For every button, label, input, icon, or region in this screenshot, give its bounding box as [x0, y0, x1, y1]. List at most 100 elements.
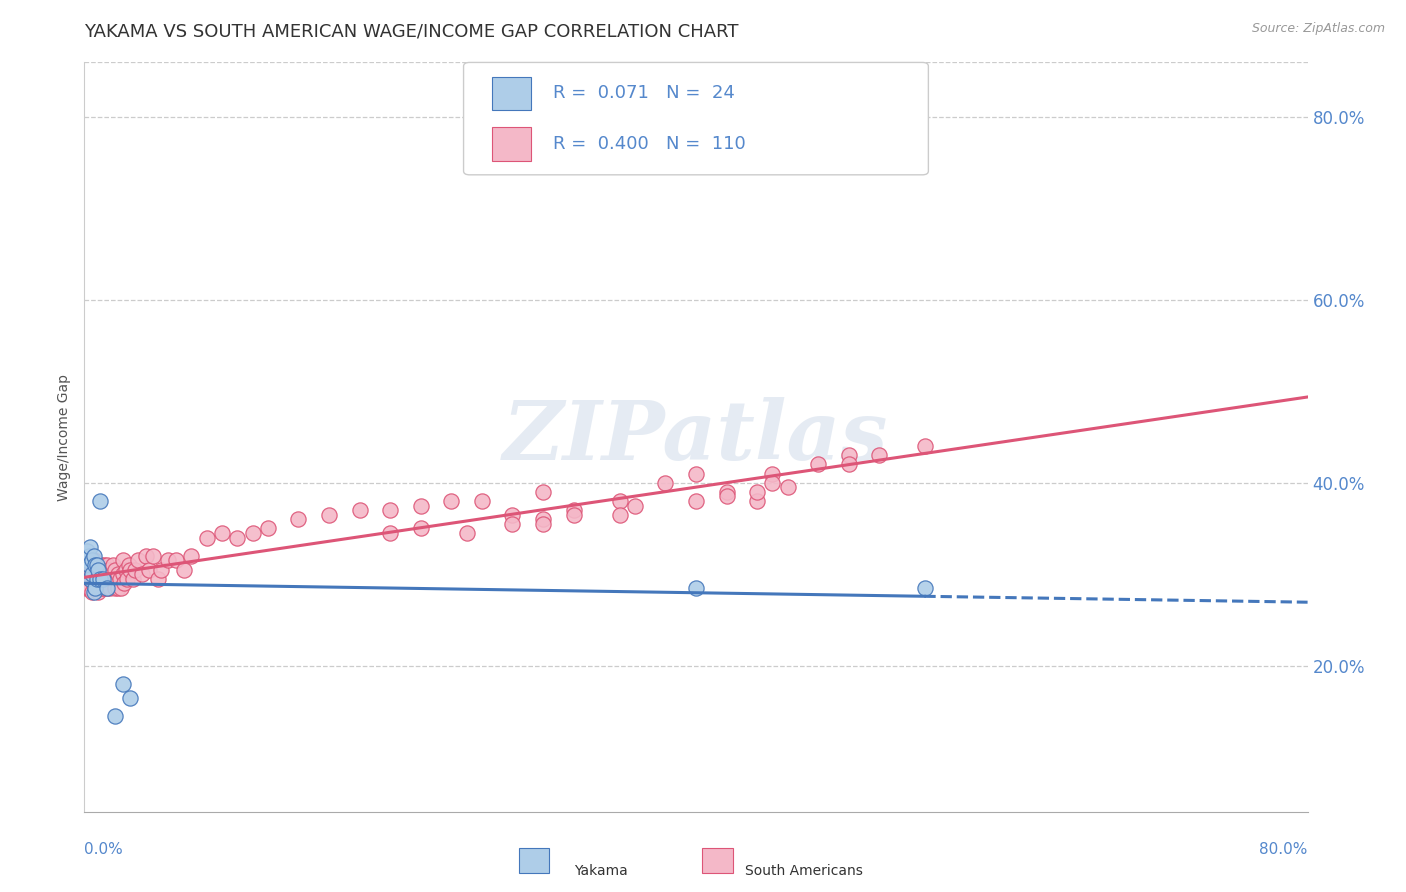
Point: [96, 558, 118, 572]
Point: [838, 448, 860, 462]
Point: [211, 526, 233, 541]
Point: [91, 567, 114, 582]
Point: [89, 572, 111, 586]
Point: [80, 567, 103, 582]
Point: [107, 581, 129, 595]
Point: [502, 516, 524, 531]
Point: [716, 490, 738, 504]
Point: [138, 563, 160, 577]
Point: [120, 690, 142, 705]
Point: [83, 553, 105, 567]
Point: [807, 458, 830, 472]
Point: [195, 531, 218, 545]
Point: [90, 558, 112, 572]
Point: [685, 494, 707, 508]
Point: [91, 572, 114, 586]
Text: 0.0%: 0.0%: [84, 842, 124, 856]
Point: [84, 572, 107, 586]
Point: [93, 558, 115, 572]
Point: [103, 558, 125, 572]
Point: [86, 567, 108, 582]
Point: [287, 512, 309, 526]
Point: [776, 480, 799, 494]
Point: [83, 585, 105, 599]
Point: [87, 585, 110, 599]
Point: [86, 558, 108, 572]
Point: [914, 439, 936, 453]
Point: [83, 549, 105, 563]
Point: [127, 553, 149, 567]
Point: [104, 708, 127, 723]
Point: [96, 581, 118, 595]
Point: [440, 494, 463, 508]
Point: [747, 484, 769, 499]
Point: [146, 572, 169, 586]
Point: [97, 563, 120, 577]
Point: [75, 553, 97, 567]
Point: [87, 572, 110, 586]
Point: [562, 508, 585, 522]
Point: [97, 572, 120, 586]
Point: [118, 558, 141, 572]
Point: [84, 572, 107, 586]
Point: [114, 563, 136, 577]
Point: [135, 549, 157, 563]
Point: [122, 572, 145, 586]
Point: [914, 581, 936, 595]
Point: [87, 563, 110, 577]
Point: [409, 521, 432, 535]
Point: [609, 508, 631, 522]
FancyBboxPatch shape: [492, 77, 531, 111]
Point: [79, 540, 101, 554]
Point: [318, 508, 340, 522]
Point: [80, 553, 103, 567]
Point: [84, 558, 107, 572]
Point: [80, 585, 103, 599]
Point: [531, 512, 554, 526]
Point: [257, 521, 280, 535]
Point: [93, 581, 115, 595]
Point: [83, 563, 105, 577]
Text: R =  0.400   N =  110: R = 0.400 N = 110: [553, 135, 745, 153]
Point: [79, 572, 101, 586]
Text: Source: ZipAtlas.com: Source: ZipAtlas.com: [1251, 22, 1385, 36]
Point: [89, 581, 111, 595]
Point: [98, 581, 121, 595]
Point: [654, 475, 676, 490]
Point: [761, 467, 783, 481]
FancyBboxPatch shape: [702, 848, 733, 873]
Point: [409, 499, 432, 513]
Point: [83, 576, 105, 591]
Point: [79, 567, 101, 582]
Point: [142, 549, 165, 563]
Point: [76, 544, 98, 558]
Point: [685, 581, 707, 595]
Point: [105, 572, 128, 586]
FancyBboxPatch shape: [492, 127, 531, 161]
Point: [242, 526, 264, 541]
Point: [180, 549, 202, 563]
Point: [111, 553, 134, 567]
Point: [716, 484, 738, 499]
Point: [380, 503, 402, 517]
Point: [89, 494, 111, 508]
Point: [86, 558, 108, 572]
Text: R =  0.071   N =  24: R = 0.071 N = 24: [553, 85, 735, 103]
Point: [77, 581, 100, 595]
Point: [120, 563, 142, 577]
Point: [685, 467, 707, 481]
Point: [77, 558, 100, 572]
Point: [111, 567, 134, 582]
Point: [115, 572, 138, 586]
Point: [89, 572, 111, 586]
Point: [380, 526, 402, 541]
Point: [624, 499, 647, 513]
Point: [96, 576, 118, 591]
Point: [226, 531, 249, 545]
Point: [84, 581, 107, 595]
Point: [838, 458, 860, 472]
Point: [531, 516, 554, 531]
Point: [609, 494, 631, 508]
Point: [80, 567, 103, 582]
Point: [456, 526, 478, 541]
